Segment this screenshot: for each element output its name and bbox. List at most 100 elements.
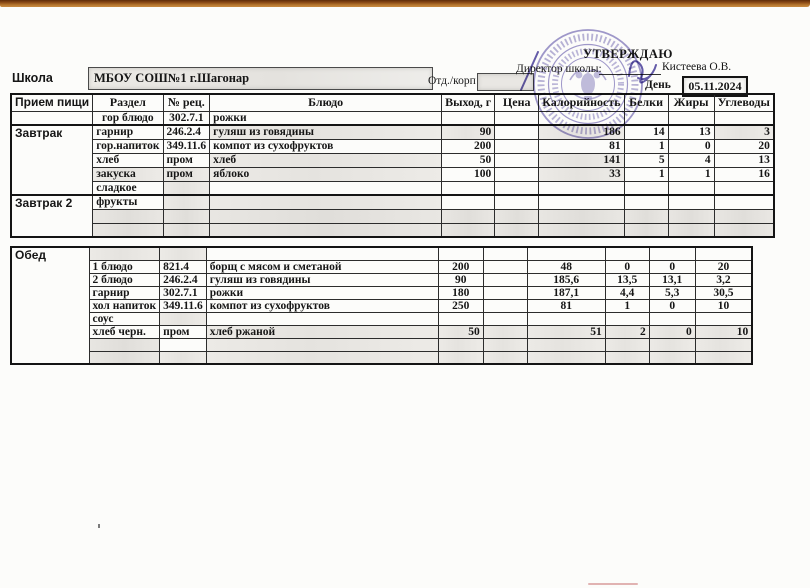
cell-rec: [159, 311, 207, 326]
cell-razdel: фрукты: [92, 194, 164, 210]
cell-fat: 0: [648, 259, 696, 274]
cell-out: 200: [441, 138, 496, 154]
cell-carb: 20: [713, 138, 775, 154]
cell-kcal: [526, 350, 606, 365]
cell-rec: [159, 246, 207, 261]
cell-carb: 20: [694, 259, 753, 274]
cell-razdel: гор блюдо: [92, 110, 164, 126]
col-carb: Углеводы: [713, 93, 775, 112]
cell-price: [482, 311, 528, 326]
cell-dish: [209, 194, 443, 210]
school-label: Школа: [12, 71, 53, 85]
cell-out: 90: [437, 272, 484, 287]
cell-kcal: 141: [538, 152, 625, 168]
cell-out: [437, 246, 484, 261]
table-row: сладкое: [11, 180, 775, 196]
table-row: гор.напиток 349.11.6 компот из сухофрукт…: [11, 138, 775, 154]
cell-dish: гуляш из говядины: [209, 124, 443, 140]
cell-prot: [623, 110, 669, 126]
cell-razdel: гарнир: [92, 124, 164, 140]
cell-fat: 0: [667, 138, 715, 154]
cell-out: 50: [437, 324, 484, 339]
cell-prot: [623, 208, 669, 224]
cell-kcal: [538, 194, 625, 210]
cell-rec: [162, 180, 211, 196]
col-razdel: Раздел: [92, 93, 164, 112]
cell-kcal: 51: [526, 324, 606, 339]
cell-fat: 5,3: [648, 285, 696, 300]
cell-rec: пром: [162, 166, 211, 182]
cell-meal: [10, 110, 94, 126]
table-row: Завтрак 2 фрукты: [10, 194, 775, 238]
cell-prot: [604, 337, 650, 352]
cell-kcal: 33: [538, 166, 625, 182]
cell-price: [494, 152, 540, 168]
cell-out: [441, 222, 496, 238]
approve-label: УТВЕРЖДАЮ: [583, 47, 673, 61]
cell-kcal: [538, 222, 625, 238]
cell-fat: 13,1: [648, 272, 696, 287]
table-header-row: Прием пищи Раздел № рец. Блюдо Выход, г …: [10, 93, 775, 112]
cell-prot: 13,5: [604, 272, 650, 287]
col-prot: Белки: [623, 93, 669, 112]
cell-kcal: 187,1: [526, 285, 606, 300]
table-row: 1 блюдо 821.4 борщ с мясом и сметаной 20…: [11, 259, 753, 274]
cell-fat: 0: [648, 324, 696, 339]
cell-razdel: [92, 222, 164, 238]
cell-fat: [648, 311, 696, 326]
cell-fat: 1: [667, 166, 715, 182]
table-row: [11, 350, 753, 365]
cell-razdel: хлеб черн.: [88, 324, 161, 339]
cell-rec: 302.7.1: [162, 110, 211, 126]
menu-table-lunch: Обед 1 блюдо 821.4 борщ с мясом и сметан…: [10, 246, 754, 366]
cell-carb: 10: [694, 298, 753, 313]
col-kcal: Калорийность: [538, 93, 625, 112]
table-row: хлеб черн. пром хлеб ржаной 50 51 2 0 10: [11, 324, 753, 339]
cell-rec: [162, 222, 211, 238]
cell-carb: [694, 337, 753, 352]
cell-prot: [604, 311, 650, 326]
cell-rec: пром: [162, 152, 211, 168]
table-row: хлеб пром хлеб 50 141 5 4 13: [11, 152, 775, 168]
cell-price: [482, 259, 528, 274]
table-row: Завтрак гарнир 246.2.4 гуляш из говядины…: [10, 124, 775, 196]
cell-razdel: хол напиток: [88, 298, 161, 313]
cell-dish: [205, 350, 439, 365]
cell-price: [482, 298, 528, 313]
cell-price: [494, 110, 540, 126]
scan-edge-top: [0, 0, 810, 7]
cell-price: [494, 166, 540, 182]
cell-fat: [667, 110, 715, 126]
cell-rec: 246.2.4: [162, 124, 211, 140]
cell-price: [482, 337, 528, 352]
cell-out: [441, 180, 496, 196]
cell-prot: 14: [623, 124, 669, 140]
cell-price: [494, 222, 540, 238]
cell-kcal: 48: [526, 259, 606, 274]
cell-dish: [205, 246, 439, 261]
cell-prot: [604, 246, 650, 261]
cell-dish: борщ с мясом и сметаной: [205, 259, 439, 274]
cell-price: [482, 246, 528, 261]
cell-carb: [713, 208, 775, 224]
cell-out: [437, 350, 484, 365]
col-out: Выход, г: [441, 93, 496, 112]
cell-razdel: [88, 337, 161, 352]
cell-out: 100: [441, 166, 496, 182]
cell-out: 90: [441, 124, 496, 140]
dept-label: Отд./корп: [428, 75, 476, 87]
cell-out: [441, 208, 496, 224]
cell-kcal: [538, 180, 625, 196]
cell-carb: 3,2: [694, 272, 753, 287]
cell-rec: 246.2.4: [159, 272, 207, 287]
cell-rec: [159, 350, 207, 365]
cell-prot: 1: [604, 298, 650, 313]
cell-razdel: гор.напиток: [92, 138, 164, 154]
table-row: [11, 208, 775, 224]
cell-prot: [623, 194, 669, 210]
table-row: Обед: [10, 246, 753, 365]
cell-price: [482, 324, 528, 339]
day-label: День: [645, 79, 671, 91]
cell-out: 180: [437, 285, 484, 300]
cell-dish: [209, 208, 443, 224]
